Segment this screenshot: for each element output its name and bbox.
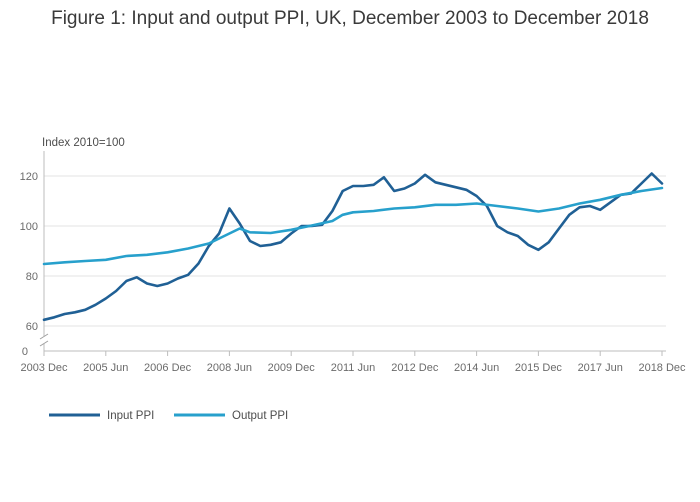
x-tick-label: 2018 Dec <box>638 362 686 374</box>
series-line-input-ppi <box>42 172 664 322</box>
legend[interactable]: Input PPI Output PPI <box>49 410 288 422</box>
x-tick-label: 2015 Dec <box>515 362 563 374</box>
y-axis-unit-label: Index 2010=100 <box>42 137 125 149</box>
gridlines <box>44 175 666 327</box>
legend-label: Input PPI <box>107 410 154 422</box>
x-tick-label: 2014 Jun <box>454 362 499 374</box>
x-tick-label: 2011 Jun <box>331 362 375 374</box>
y-tick-label: 80 <box>26 271 38 283</box>
series-lines <box>42 172 664 322</box>
axis-break-mark <box>39 333 49 340</box>
x-tick-label: 2008 Jun <box>207 362 252 374</box>
x-tick-label: 2005 Jun <box>83 362 128 374</box>
x-tick-label: 2003 Dec <box>20 362 68 374</box>
legend-item-output-ppi[interactable]: Output PPI <box>174 410 288 422</box>
y-tick-label: 120 <box>20 171 38 183</box>
x-tick-label: 2012 Dec <box>391 362 439 374</box>
axis-break-mark <box>39 340 49 347</box>
axes: 60 80 100 120 0 2003 Dec 2005 Jun 2006 Dec 2008 … <box>20 151 686 374</box>
series-line-output-ppi <box>42 186 664 266</box>
y-tick-label: 60 <box>26 321 38 333</box>
y-tick-label: 100 <box>20 221 38 233</box>
legend-item-input-ppi[interactable]: Input PPI <box>49 410 154 422</box>
chart-title: Figure 1: Input and output PPI, UK, Dece… <box>51 8 649 29</box>
legend-label: Output PPI <box>232 410 288 422</box>
x-tick-label: 2009 Dec <box>268 362 316 374</box>
y-tick-label-zero: 0 <box>22 346 28 358</box>
x-tick-label: 2006 Dec <box>144 362 192 374</box>
x-tick-label: 2017 Jun <box>578 362 623 374</box>
